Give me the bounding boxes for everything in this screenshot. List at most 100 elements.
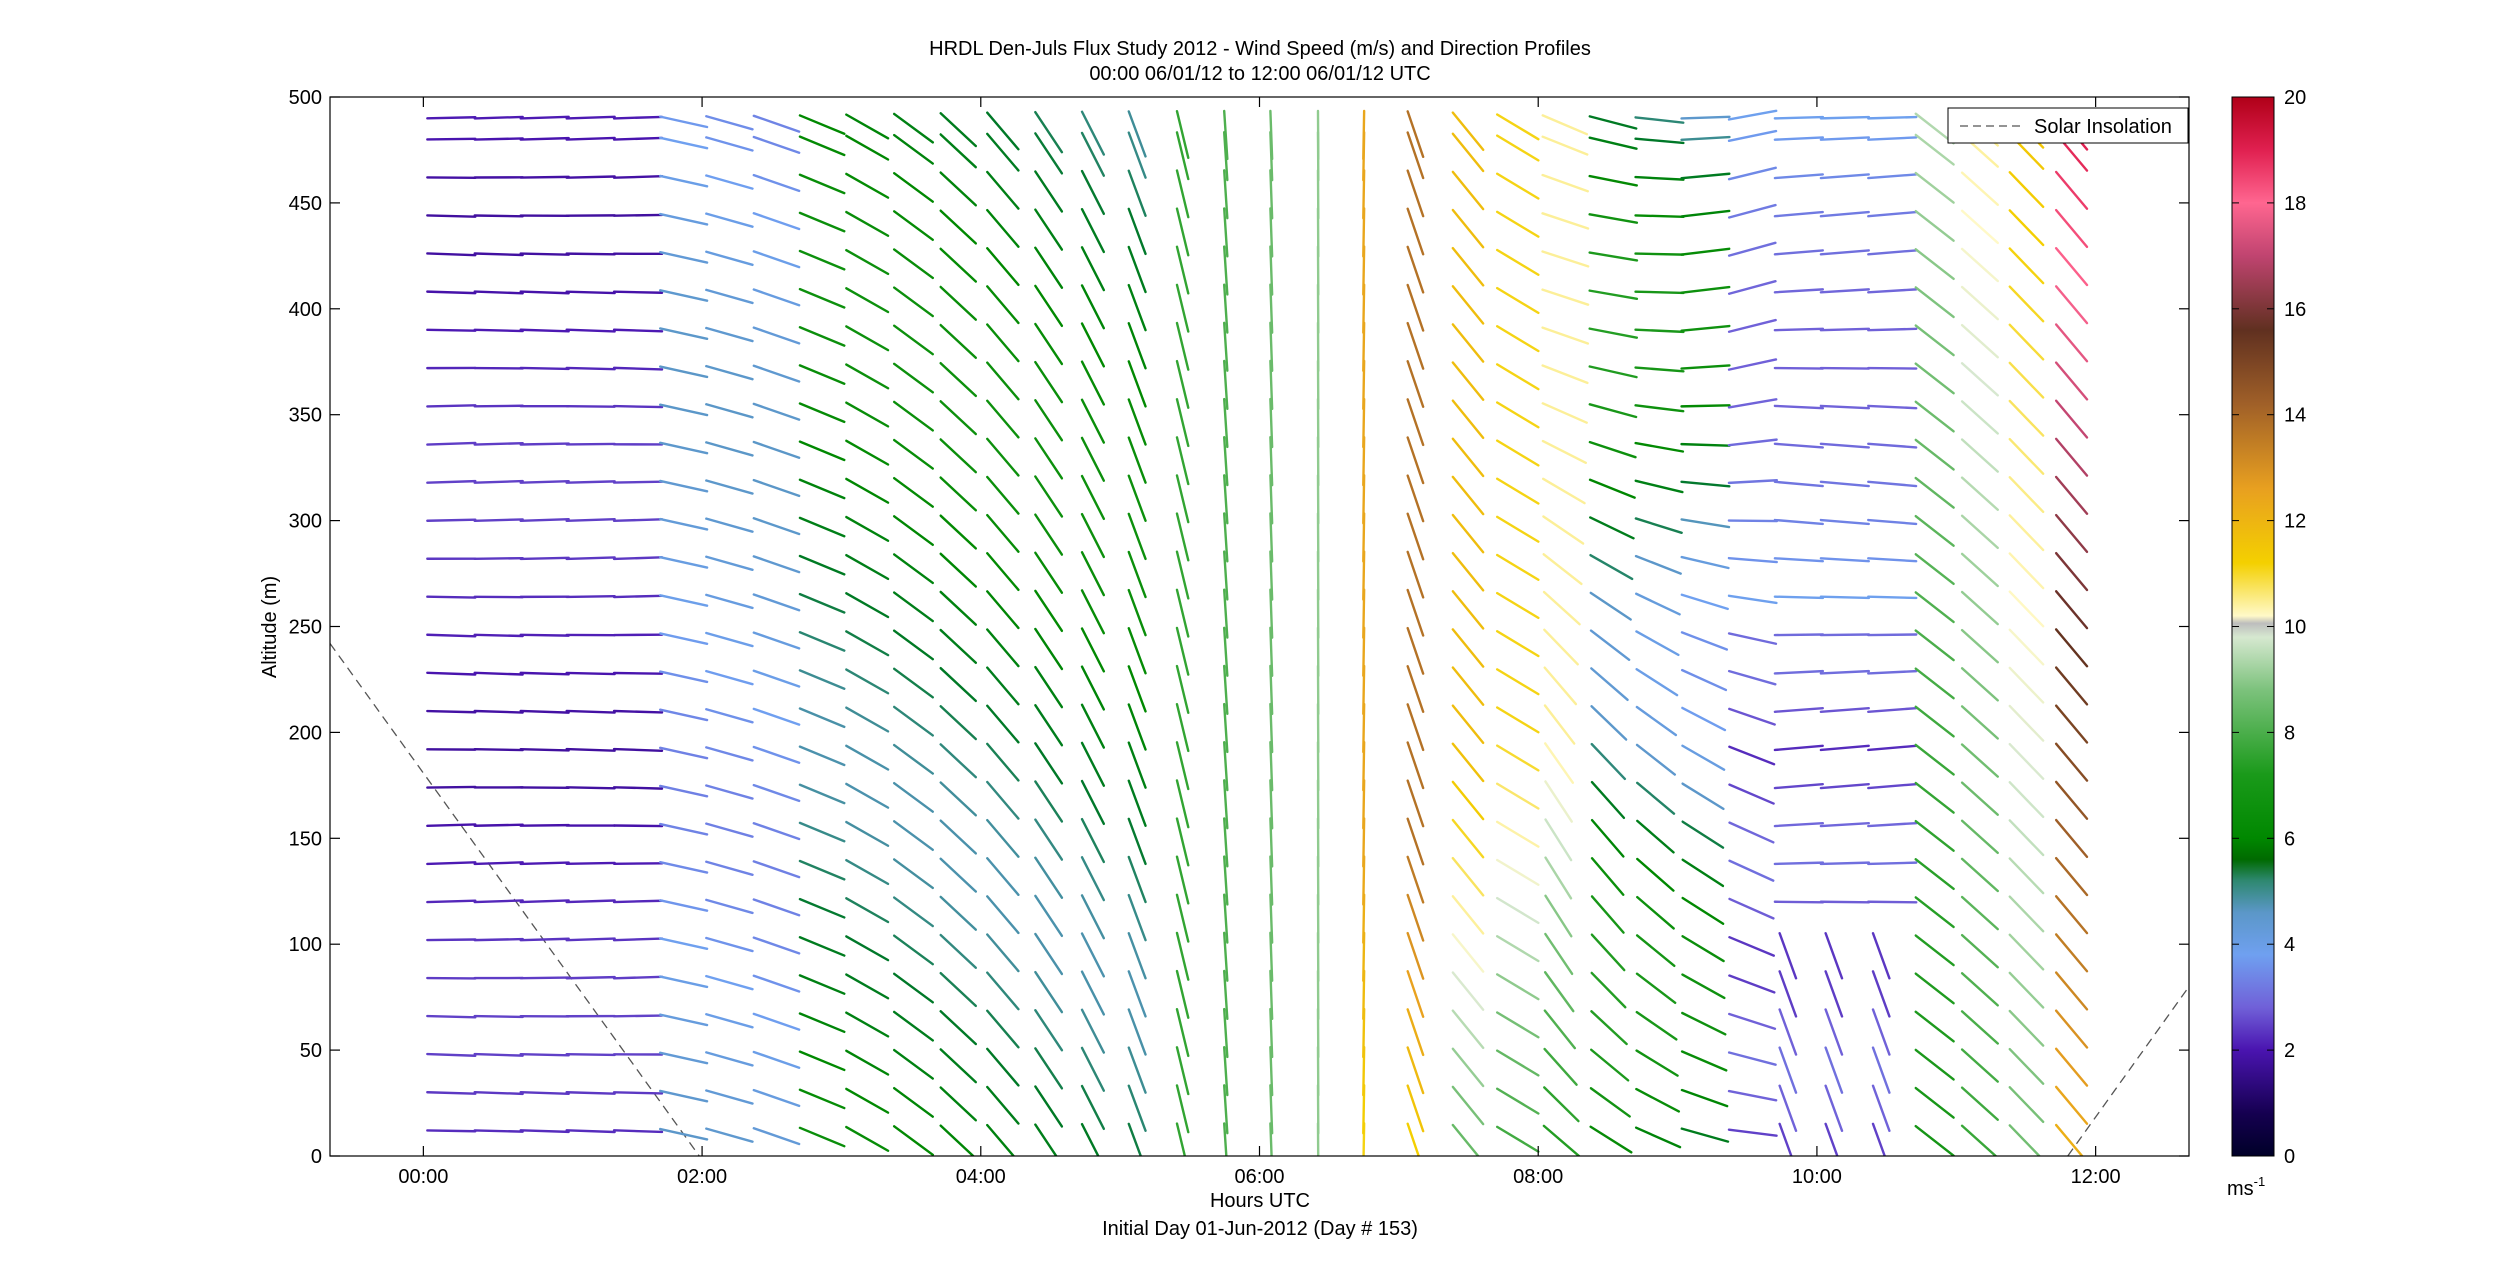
- wind-vector: [1773, 288, 1825, 294]
- wind-vector: [1588, 478, 1636, 499]
- wind-vector: [1867, 557, 1918, 563]
- wind-vector: [2054, 399, 2089, 439]
- wind-vector: [426, 252, 477, 257]
- wind-vector: [986, 111, 1020, 151]
- wind-vector: [798, 707, 846, 729]
- wind-vector: [2054, 208, 2089, 249]
- wind-vector: [1588, 365, 1638, 379]
- wind-vector: [612, 1014, 664, 1018]
- wind-vector: [1680, 555, 1730, 570]
- wind-vector: [519, 899, 570, 904]
- wind-vector: [1773, 821, 1825, 828]
- wind-vector: [1222, 130, 1229, 182]
- wind-vector: [1773, 249, 1824, 256]
- wind-vector: [1451, 971, 1485, 1011]
- wind-vector: [1496, 401, 1540, 429]
- wind-vector: [473, 823, 524, 827]
- wind-vector: [752, 1050, 801, 1069]
- wind-vector: [939, 438, 977, 474]
- wind-vector: [1451, 704, 1485, 745]
- wind-vector: [1590, 705, 1628, 741]
- wind-vector: [473, 518, 524, 523]
- wind-vector: [798, 114, 846, 135]
- wind-vector: [2008, 628, 2045, 666]
- wind-vector: [1773, 173, 1824, 180]
- wind-vector: [1269, 207, 1274, 258]
- wind-vector: [1634, 441, 1685, 453]
- wind-vector: [1034, 589, 1064, 633]
- wind-vector: [1680, 442, 1731, 447]
- wind-vector: [892, 553, 935, 585]
- wind-vector: [892, 591, 935, 623]
- wind-vector: [1541, 364, 1589, 385]
- wind-vector: [1867, 782, 1918, 790]
- wind-vector: [1406, 855, 1425, 904]
- wind-vector: [892, 210, 935, 242]
- wind-vector: [798, 1088, 846, 1110]
- colorbar-unit-base: ms: [2227, 1178, 2254, 1200]
- wind-vector: [752, 783, 801, 803]
- wind-vector: [752, 822, 801, 841]
- wind-vector: [1222, 740, 1229, 792]
- wind-vector: [1867, 210, 1918, 218]
- wind-vector: [1543, 666, 1578, 706]
- wind-vector: [1080, 589, 1106, 635]
- wind-vector: [565, 517, 616, 523]
- colorbar-ticks: 0 2 4 6 8 10 12 14 16 18 20: [2232, 87, 2306, 1168]
- wind-vector: [752, 631, 801, 650]
- wind-vector: [845, 553, 890, 581]
- wind-vector: [612, 328, 664, 333]
- wind-vector: [845, 897, 890, 924]
- wind-vector: [659, 975, 709, 989]
- wind-vector: [2008, 247, 2045, 285]
- wind-vector: [1819, 327, 1871, 332]
- wind-vector: [845, 1087, 890, 1114]
- wind-vector: [1778, 1046, 1798, 1094]
- wind-vector: [1451, 780, 1485, 821]
- wind-vector: [1728, 974, 1776, 994]
- wind-vector: [1636, 895, 1675, 930]
- wind-vector: [845, 744, 890, 771]
- wind-vector: [1819, 633, 1871, 637]
- wind-vector: [473, 290, 524, 295]
- wind-vector: [1034, 360, 1064, 404]
- wind-vector: [2054, 704, 2089, 744]
- wind-vector: [1914, 934, 1955, 967]
- wind-vector: [1543, 1009, 1577, 1050]
- wind-vector: [1819, 288, 1870, 294]
- wind-vector: [565, 1053, 616, 1057]
- wind-vector: [939, 552, 977, 588]
- wind-vector: [1871, 1046, 1891, 1094]
- wind-vector: [1871, 1084, 1891, 1132]
- wind-vector: [1080, 1046, 1106, 1092]
- wind-vector: [1634, 479, 1684, 494]
- wind-vector: [1542, 553, 1583, 586]
- wind-vector: [612, 366, 664, 371]
- wind-vector: [1590, 818, 1625, 858]
- colorbar-unit-exponent: -1: [2254, 1174, 2266, 1189]
- wind-vector: [1451, 475, 1485, 516]
- wind-vector: [798, 135, 846, 157]
- y-tick-label: 0: [311, 1146, 322, 1168]
- wind-vector: [1680, 593, 1729, 611]
- wind-vector: [2054, 323, 2089, 363]
- wind-vector: [1269, 397, 1274, 449]
- wind-vector: [1960, 323, 1999, 359]
- wind-vector: [798, 1126, 846, 1148]
- wind-vector: [705, 593, 754, 610]
- wind-vector: [565, 290, 616, 295]
- wind-vector: [1867, 706, 1918, 713]
- wind-vector: [1127, 360, 1147, 408]
- wind-vector: [752, 936, 801, 955]
- wind-vector: [1680, 172, 1731, 180]
- wind-vector: [659, 822, 709, 836]
- wind-vector: [2008, 1047, 2045, 1085]
- wind-vector: [1960, 171, 1999, 206]
- wind-vector: [659, 289, 709, 302]
- wind-vector: [1269, 779, 1274, 830]
- wind-vector: [1819, 173, 1870, 180]
- wind-vector: [1824, 970, 1844, 1018]
- wind-vector: [845, 592, 890, 619]
- wind-vector: [1127, 703, 1147, 751]
- wind-vector: [752, 745, 801, 764]
